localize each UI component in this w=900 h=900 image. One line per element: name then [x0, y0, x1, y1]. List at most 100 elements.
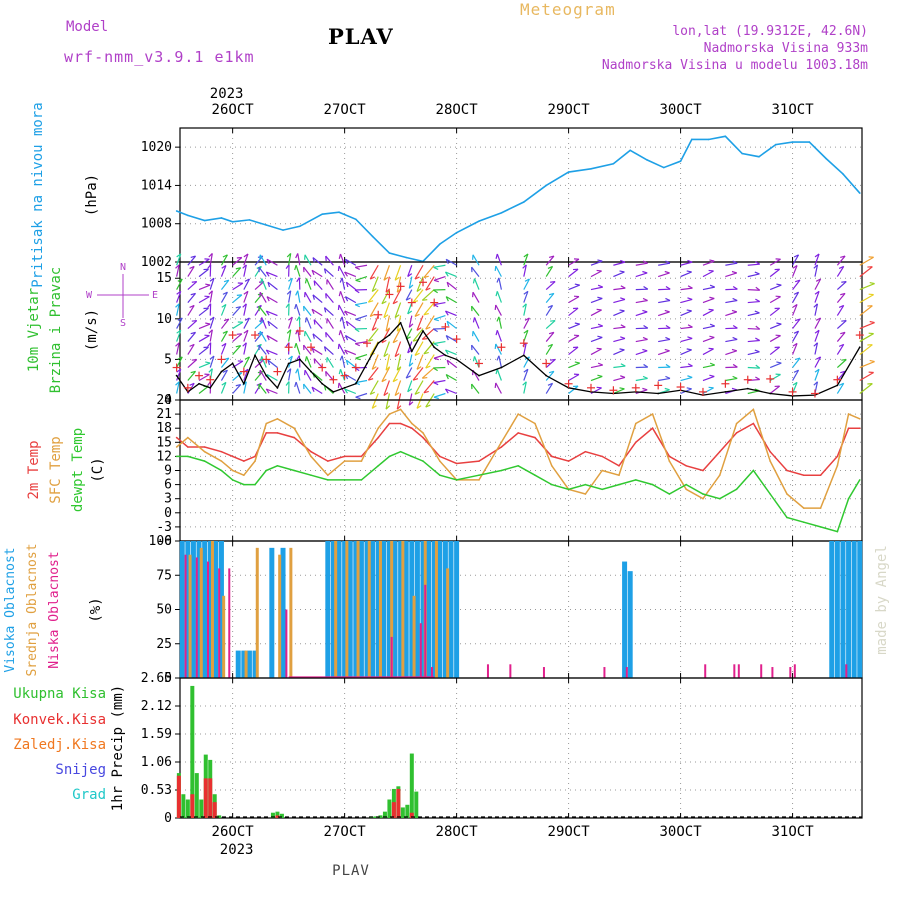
temp-point-2: [534, 474, 536, 477]
wind-arrow: [613, 310, 625, 317]
wind-arrow: [613, 349, 625, 356]
wind-arrow: [792, 265, 798, 277]
wind-arrow: [445, 310, 457, 317]
wind-arrow: [613, 261, 626, 266]
wind-arrow: [433, 276, 446, 281]
cloud-bar-0: [431, 541, 437, 678]
wind-arrow-head: [407, 310, 413, 315]
temp-point-1: [276, 418, 279, 420]
wind-arrow: [702, 348, 714, 356]
pressure-point: [203, 219, 206, 222]
temp-point-1: [858, 418, 861, 420]
temp-point-0: [478, 460, 480, 462]
wind-arrow: [814, 342, 819, 355]
wind-arrow: [496, 291, 502, 303]
wind-arrow-head: [339, 316, 343, 322]
wind-arrow: [405, 328, 413, 340]
wind-arrow: [187, 344, 195, 355]
ytick-label-2: 12: [156, 449, 172, 464]
model-elevation-label: Nadmorska Visina u modelu 1003.18m: [601, 58, 868, 73]
wind-arrow-head: [596, 347, 602, 350]
wind-arrow: [198, 346, 209, 356]
wind-arrow: [369, 302, 379, 317]
wind-arrow-head: [665, 375, 671, 379]
wind-arrow: [657, 311, 670, 317]
wind-arrow-head: [221, 303, 227, 308]
wind-arrow-head: [792, 381, 798, 386]
wind-arrow-head: [339, 277, 343, 283]
wind-arrow: [859, 360, 875, 369]
wind-arrow: [425, 276, 435, 291]
wind-arrow-head: [345, 359, 349, 366]
wind-arrow-head: [176, 329, 182, 334]
wind-arrow: [220, 330, 228, 342]
wind-arrow: [412, 367, 424, 381]
temp-point-2: [752, 469, 755, 472]
wind-arrow-head: [407, 388, 413, 393]
wind-arrow-head: [191, 319, 197, 322]
wind-arrow-head: [686, 387, 692, 390]
wind-arrow: [304, 291, 312, 303]
temp-point-1: [802, 507, 805, 509]
wind-arrow: [198, 362, 211, 369]
temp-point-1: [601, 469, 603, 472]
wind-arrow-head: [296, 277, 300, 283]
wind-arrow: [702, 387, 714, 395]
wind-arrow: [568, 296, 580, 304]
pressure-point: [724, 135, 727, 138]
wind-arrow: [412, 289, 424, 303]
wind-arrow-head: [176, 368, 182, 373]
wind-arrow: [680, 271, 692, 278]
wind-arrow: [836, 359, 847, 368]
wind-arrow: [232, 306, 242, 316]
wind-arrow-head: [355, 279, 361, 283]
wind-arrow: [187, 370, 197, 381]
wind-arrow: [568, 258, 580, 266]
wind-arrow-head: [755, 286, 761, 291]
wind-speed-point: [298, 358, 301, 361]
cloud-bar-0: [420, 541, 426, 678]
temp-point-2: [618, 483, 620, 486]
precip-bar-0: [217, 815, 222, 818]
cloud-bar-1: [434, 541, 438, 678]
wind-arrow: [355, 353, 368, 359]
wind-arrow-head: [337, 343, 340, 349]
temp-point-1: [534, 422, 536, 425]
wind-arrow: [385, 276, 391, 293]
pressure-point: [825, 157, 827, 160]
wind-arrow: [345, 258, 357, 266]
wind-arrow-head: [494, 343, 497, 349]
cloud-bar-2: [625, 667, 628, 678]
wind-arrow-head: [222, 369, 228, 373]
wind-arrow: [680, 261, 693, 266]
wind-arrow: [445, 388, 457, 395]
wind-arrow-head: [596, 308, 602, 311]
wind-arrow-head: [687, 297, 693, 301]
cloud-bar-0: [437, 541, 443, 678]
wind-arrow: [747, 312, 760, 317]
wind-arrow-head: [244, 317, 250, 321]
temp-point-2: [377, 465, 380, 467]
wind-arrow: [176, 369, 182, 381]
wind-arrow: [545, 255, 555, 266]
wind-arrow: [266, 296, 278, 304]
wind-arrow: [498, 277, 502, 290]
wind-arrow: [305, 278, 312, 290]
wind-arrow: [747, 339, 760, 343]
wind-arrow: [814, 264, 819, 277]
wind-arrow-head: [338, 291, 342, 297]
wind-arrow: [523, 264, 527, 277]
wind-arrow: [568, 335, 580, 343]
wind-arrow: [859, 283, 875, 291]
wind-arrow-head: [295, 368, 299, 374]
wind-arrow: [312, 372, 323, 381]
wind-arrow-head: [444, 349, 449, 355]
pressure-point: [388, 252, 391, 254]
wind-arrow: [396, 315, 402, 332]
wind-arrow: [568, 373, 580, 382]
wind-arrow: [339, 369, 346, 381]
wind-arrow-head: [338, 253, 342, 259]
wind-arrow-head: [344, 258, 349, 265]
wind-arrow-head: [405, 297, 411, 301]
